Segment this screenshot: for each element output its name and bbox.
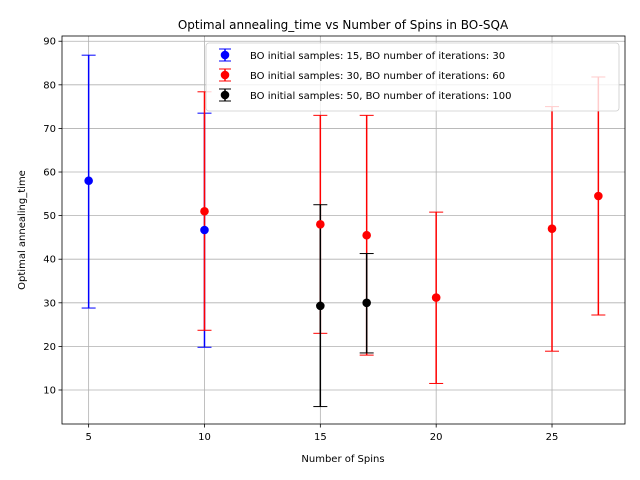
y-tick-label: 40	[43, 255, 56, 266]
legend-box	[205, 42, 620, 112]
plot-frame	[61, 35, 626, 425]
y-axis-label: Optimal annealing_time	[17, 170, 28, 290]
x-tick-label: 20	[430, 432, 443, 443]
legend: BO initial samples: 15, BO number of ite…	[205, 42, 620, 112]
y-tick-label: 60	[43, 168, 56, 179]
legend-marker	[220, 90, 230, 100]
data-point	[316, 301, 325, 311]
legend-label: BO initial samples: 50, BO number of ite…	[250, 91, 511, 102]
x-tick-label: 25	[546, 432, 559, 443]
x-tick-label: 15	[314, 432, 327, 443]
data-points	[84, 176, 603, 311]
y-tick-label: 70	[43, 124, 56, 135]
data-point	[431, 293, 441, 302]
y-tick-label: 90	[43, 37, 56, 48]
legend-marker	[220, 70, 230, 80]
data-point	[362, 298, 371, 308]
x-tick-label: 10	[198, 432, 211, 443]
data-point	[200, 206, 209, 216]
legend-marker	[220, 50, 230, 60]
data-point	[547, 224, 557, 233]
y-tick-label: 20	[43, 342, 56, 353]
chart-title: Optimal annealing_time vs Number of Spin…	[178, 18, 509, 32]
x-tick-label: 5	[85, 432, 91, 443]
legend-label: BO initial samples: 30, BO number of ite…	[250, 71, 505, 82]
y-tick-label: 80	[43, 80, 56, 91]
y-axis-ticks: 10 20 30 40 50 60 70 80 90	[43, 37, 62, 396]
y-tick-label: 10	[43, 385, 56, 396]
data-point	[84, 176, 93, 186]
x-axis-ticks: 5 10 15 20 25	[85, 424, 558, 443]
data-point	[362, 230, 371, 240]
data-point	[594, 191, 603, 201]
x-axis-label: Number of Spins	[301, 454, 384, 465]
data-point	[200, 225, 209, 235]
y-tick-label: 50	[43, 211, 56, 222]
data-point	[316, 220, 325, 229]
legend-label: BO initial samples: 15, BO number of ite…	[250, 51, 505, 62]
y-tick-label: 30	[43, 298, 56, 309]
